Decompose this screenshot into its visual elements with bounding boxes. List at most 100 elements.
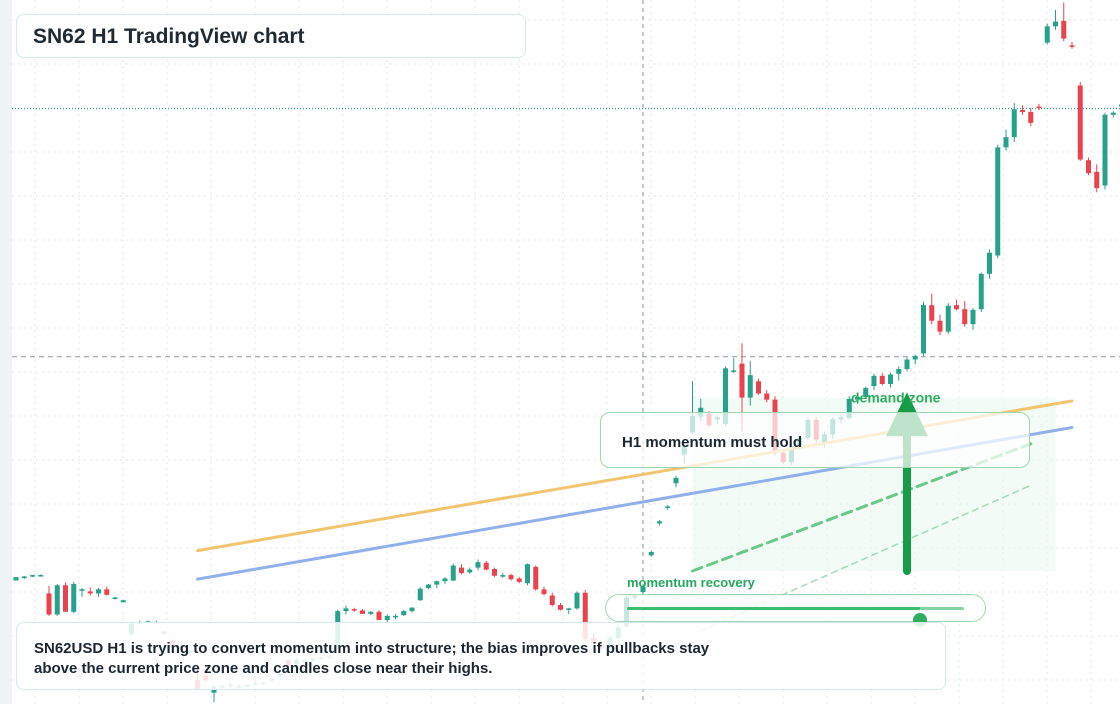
candle-body — [120, 600, 126, 603]
candle-body — [657, 521, 662, 524]
candle-body — [739, 363, 745, 398]
candle-body — [566, 608, 572, 610]
candle-body — [574, 592, 580, 609]
candle-body — [13, 577, 19, 581]
candle-body — [104, 589, 110, 595]
candle-body — [1053, 21, 1058, 27]
candle-body — [450, 565, 456, 581]
candle-body — [912, 356, 918, 360]
candle-body — [896, 369, 902, 374]
demand-zone-label: demand zone — [851, 390, 941, 406]
candle-body — [393, 615, 398, 618]
candle-body — [673, 477, 679, 484]
candle-body — [1011, 109, 1017, 138]
momentum-slider-label: momentum recovery — [627, 575, 755, 590]
candle-body — [467, 569, 473, 573]
candle-body — [987, 252, 992, 274]
candle-body — [96, 589, 101, 594]
momentum-note-text: H1 momentum must hold — [622, 434, 803, 451]
candle-body — [459, 567, 464, 574]
candle-body — [1069, 45, 1075, 47]
candle-body — [1077, 85, 1083, 160]
momentum-note: H1 momentum must hold — [600, 412, 1030, 468]
candle-body — [79, 589, 85, 591]
caption-panel: SN62USD H1 is trying to convert momentum… — [16, 622, 946, 690]
candle-body — [508, 575, 514, 580]
candle-body — [368, 611, 374, 614]
candle-body — [954, 305, 959, 310]
candle-body — [871, 375, 877, 387]
candle-body — [112, 597, 118, 600]
candle-body — [1110, 112, 1116, 115]
candle-body — [995, 147, 1001, 256]
candle-body — [516, 578, 522, 582]
candle-body — [756, 381, 761, 394]
candle-body — [376, 611, 382, 620]
candle-body — [343, 608, 349, 612]
candle-body — [937, 320, 943, 332]
candle-body — [475, 562, 481, 568]
candle-body — [483, 562, 489, 570]
candle-body — [30, 575, 35, 577]
candle-body — [87, 591, 93, 594]
candle-body — [1003, 137, 1009, 148]
candle-body — [764, 393, 770, 400]
trend-line-dashed — [691, 442, 1033, 573]
candle-body — [1094, 171, 1100, 189]
momentum-slider-track[interactable] — [627, 607, 964, 627]
candle-body — [1028, 112, 1034, 123]
candle-body — [46, 593, 52, 615]
candle-body — [1102, 114, 1108, 186]
candle-body — [879, 375, 885, 384]
candle-body — [442, 578, 448, 582]
candle-body — [533, 566, 539, 590]
candle-body — [1020, 109, 1025, 112]
candle-body — [409, 607, 415, 612]
momentum-slider[interactable] — [605, 594, 986, 627]
candle-body — [970, 309, 976, 325]
candle-body — [1044, 26, 1050, 43]
candle-body — [1036, 106, 1042, 109]
candle-body — [541, 589, 547, 595]
momentum-slider-fill — [627, 607, 921, 610]
candle-body — [648, 551, 654, 556]
title-panel: SN62 H1 TradingView chart — [16, 14, 526, 58]
candle-body — [747, 375, 753, 398]
candle-body — [360, 610, 365, 614]
caption-text: SN62USD H1 is trying to convert momentum… — [34, 640, 710, 677]
candle-body — [21, 576, 27, 578]
candle-body — [921, 305, 926, 354]
candle-body — [929, 305, 935, 321]
chart-left-border — [0, 0, 12, 704]
candle-body — [723, 368, 728, 425]
candle-body — [863, 388, 869, 397]
candle-body — [434, 581, 440, 585]
candle-body — [846, 398, 852, 418]
candle-body — [855, 396, 860, 400]
candle-body — [962, 309, 968, 325]
candle-body — [665, 506, 671, 508]
candle-body — [731, 370, 737, 372]
candle-body — [640, 586, 646, 593]
candle-body — [417, 588, 423, 601]
candle-body — [1086, 160, 1091, 174]
candle-body — [525, 564, 530, 584]
candle-body — [71, 583, 77, 612]
candle-body — [945, 305, 951, 332]
candle-body — [492, 568, 497, 576]
candle-body — [401, 611, 407, 616]
candle-body — [500, 575, 506, 577]
candle-body — [1061, 20, 1067, 39]
candle-body — [38, 575, 44, 577]
page-title: SN62 H1 TradingView chart — [33, 25, 305, 48]
candle-body — [549, 595, 555, 605]
candle-body — [54, 585, 60, 615]
candle-body — [63, 585, 68, 612]
candle-body — [426, 584, 431, 588]
candle-body — [888, 374, 893, 384]
candle-body — [384, 615, 390, 620]
candle-body — [351, 609, 357, 611]
candle-body — [904, 359, 910, 370]
candle-body — [582, 592, 588, 639]
candle-body — [978, 273, 984, 310]
